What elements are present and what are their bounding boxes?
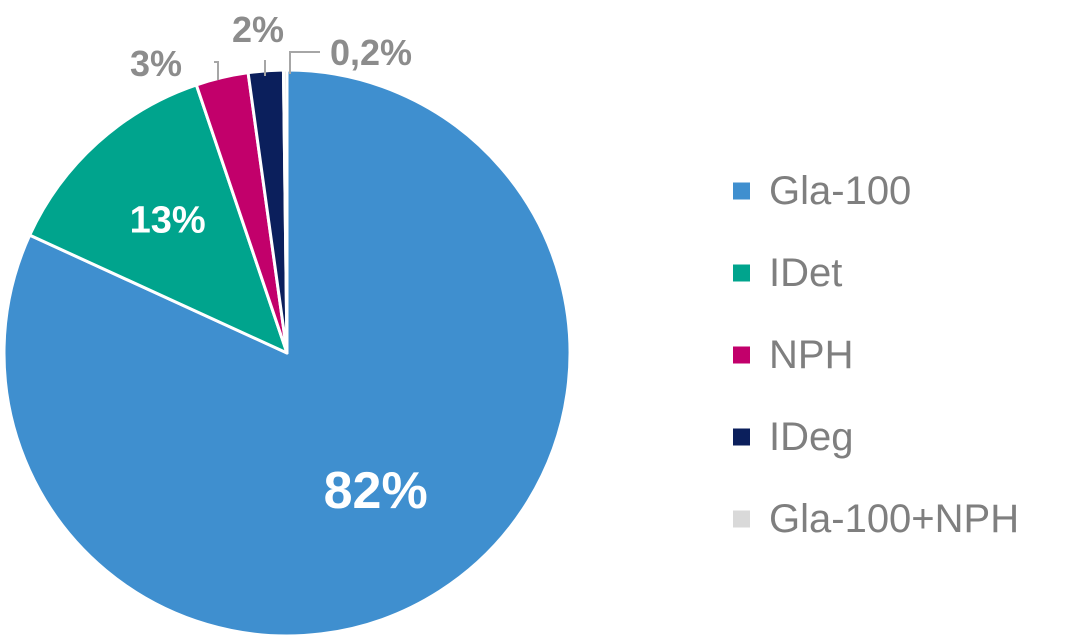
legend-swatch-nph xyxy=(733,346,750,364)
legend-label-gla-100: Gla-100 xyxy=(769,169,911,213)
legend-label-idet: IDet xyxy=(769,251,842,295)
legend-item-nph: NPH xyxy=(733,333,853,377)
legend-swatch-idet xyxy=(733,264,750,282)
legend-item-idet: IDet xyxy=(733,251,842,295)
legend-label-nph: NPH xyxy=(769,333,853,377)
slice-label-idet: 13% xyxy=(130,200,206,242)
leader-line-nph xyxy=(214,61,219,80)
slice-label-nph: 3% xyxy=(130,43,182,84)
slice-label-gla-100-plus-nph: 0,2% xyxy=(330,32,412,73)
legend-label-ideg: IDeg xyxy=(769,415,854,459)
slice-labels: 82% 13% 3% 2% 0,2% xyxy=(130,9,428,520)
pie-slice-idet xyxy=(28,83,289,355)
pie-slice-gla-100-plus-nph xyxy=(281,68,289,355)
slice-label-gla-100: 82% xyxy=(324,462,428,520)
leader-lines xyxy=(214,51,320,80)
leader-line-gla-100-plus-nph xyxy=(289,51,320,74)
legend-label-gla-100-plus-nph: Gla-100+NPH xyxy=(769,497,1019,541)
legend-swatch-gla-100-plus-nph xyxy=(733,510,750,528)
legend-item-ideg: IDeg xyxy=(733,415,854,459)
legend-item-gla-100-plus-nph: Gla-100+NPH xyxy=(733,497,1019,541)
legend: Gla-100 IDet NPH IDeg Gla-100+NPH xyxy=(733,169,1019,541)
pie-slices xyxy=(2,68,572,638)
legend-swatch-gla-100 xyxy=(733,182,750,200)
legend-swatch-ideg xyxy=(733,428,750,446)
slice-label-ideg: 2% xyxy=(232,9,284,50)
legend-item-gla-100: Gla-100 xyxy=(733,169,911,213)
